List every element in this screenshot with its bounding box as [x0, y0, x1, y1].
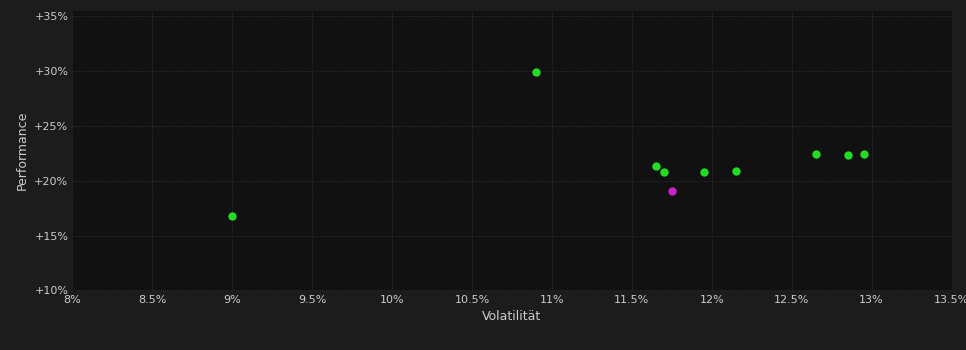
Point [528, 69, 544, 75]
Point [808, 152, 823, 157]
Point [224, 213, 240, 219]
Y-axis label: Performance: Performance [15, 111, 29, 190]
Point [648, 163, 664, 169]
Point [696, 169, 712, 175]
Point [664, 188, 679, 194]
X-axis label: Volatilität: Volatilität [482, 310, 542, 323]
Point [839, 153, 855, 158]
Point [856, 152, 871, 157]
Point [656, 169, 671, 175]
Point [728, 168, 744, 174]
